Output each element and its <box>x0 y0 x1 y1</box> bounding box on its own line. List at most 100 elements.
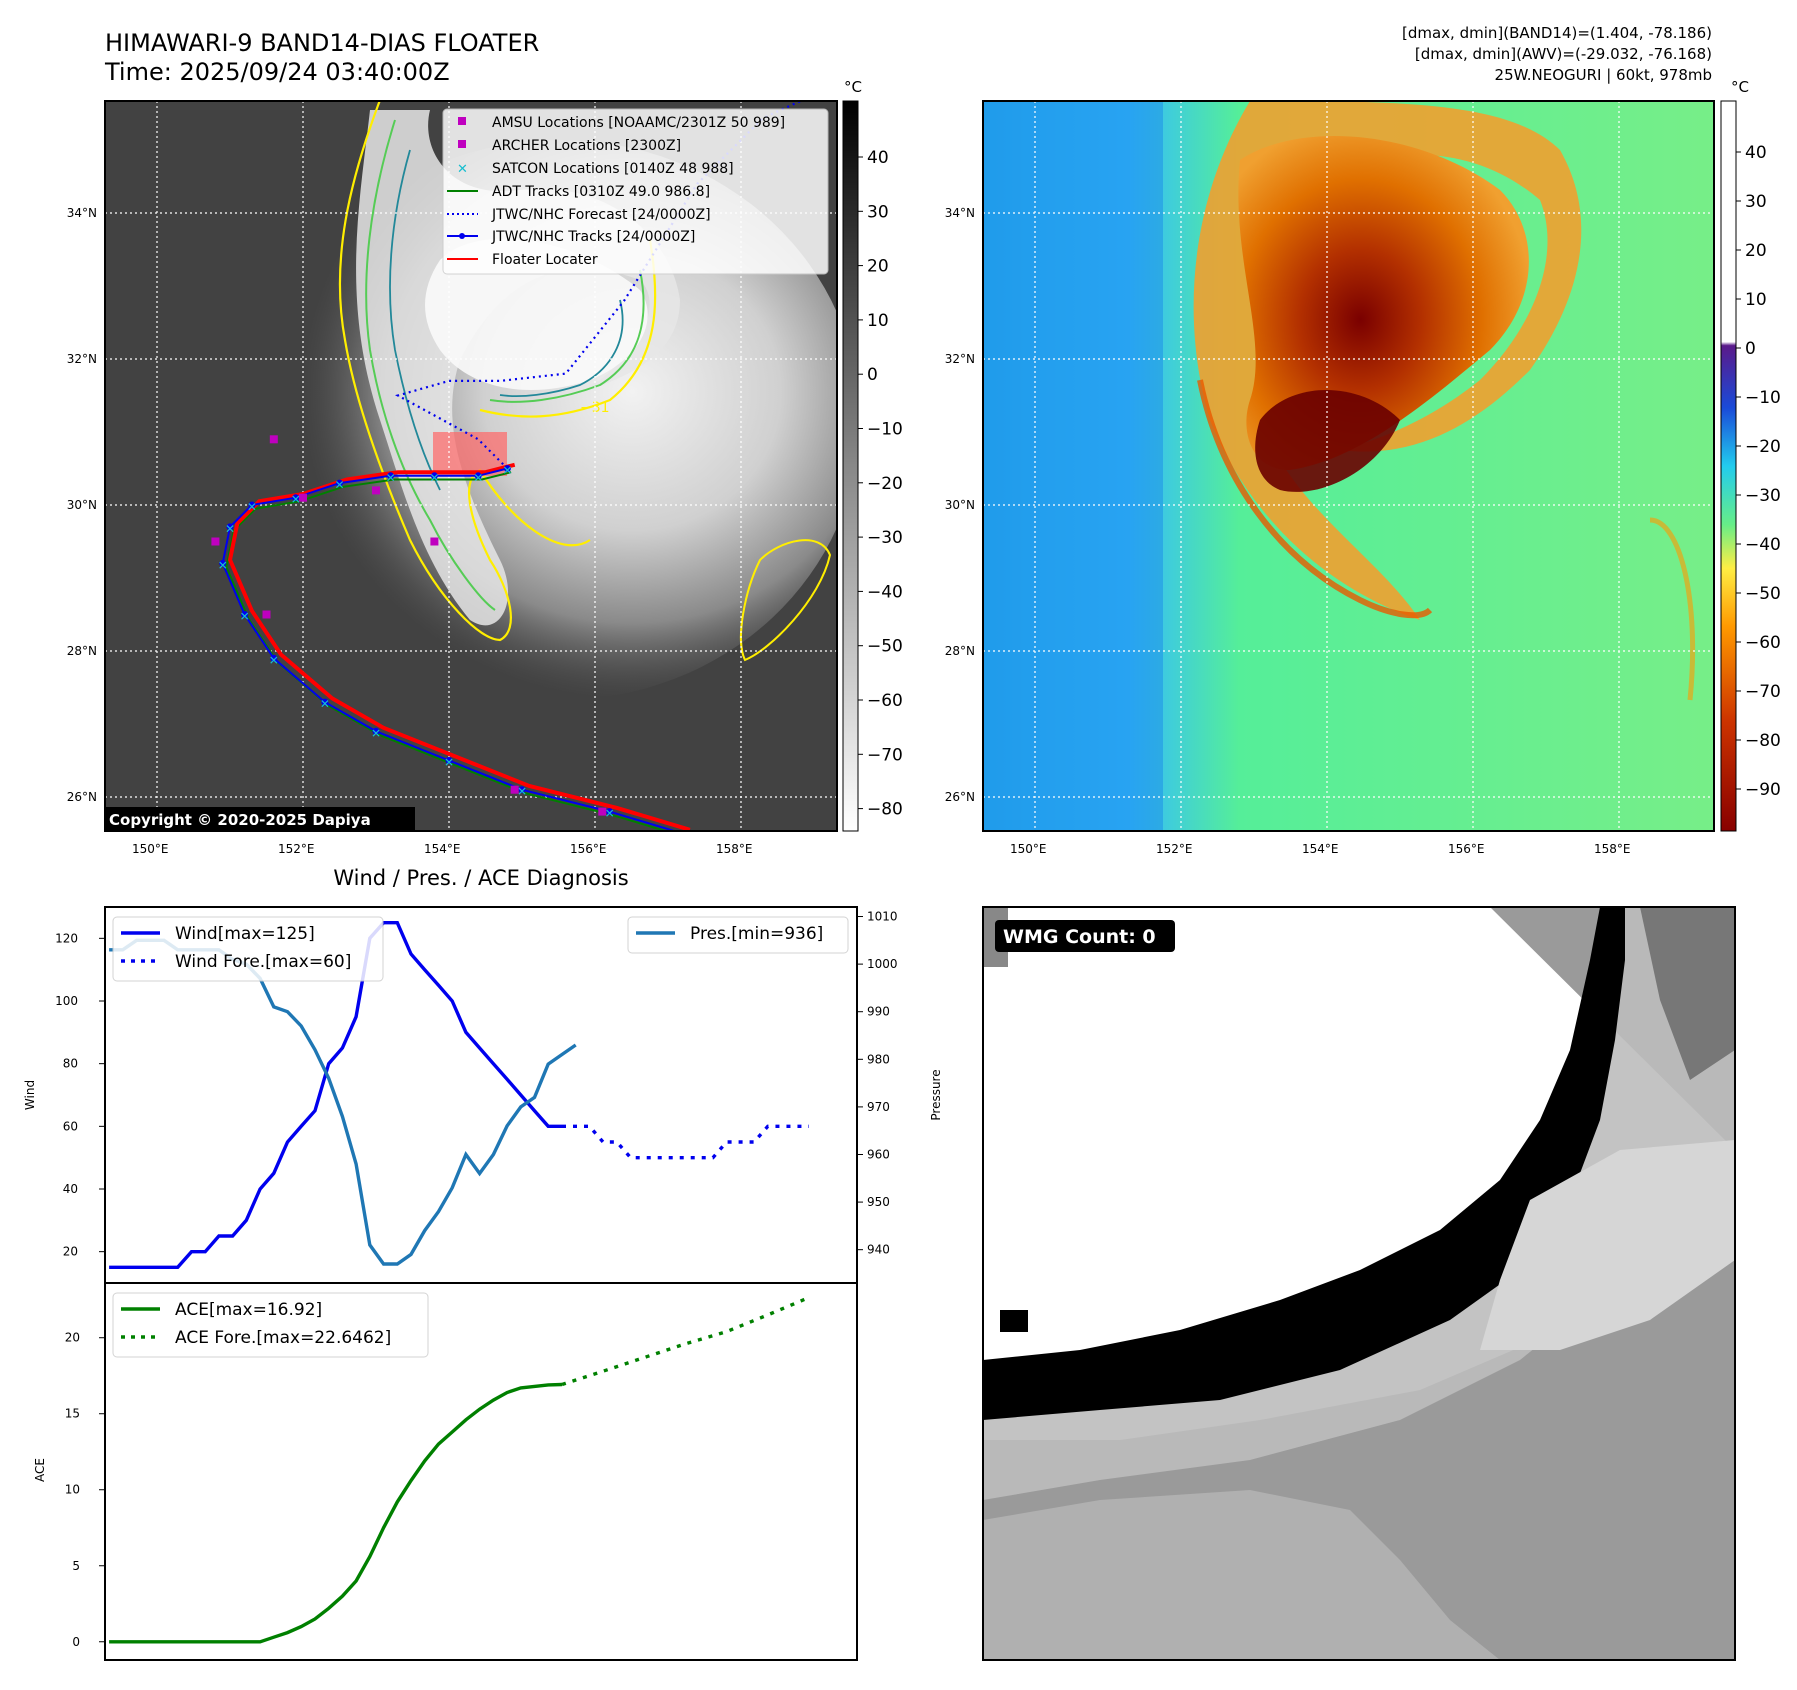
jtwc-track-point <box>430 472 438 480</box>
satcon-point: ✕ <box>678 829 688 843</box>
ir-lon-labels: 150°E 152°E 154°E 156°E 158°E <box>132 842 753 856</box>
jtwc-track-point <box>336 479 343 487</box>
wind-y-tick-label: 20 <box>63 1245 78 1259</box>
legend-tracks: JTWC/NHC Tracks [24/0000Z] <box>491 229 695 245</box>
satcon-point: ✕ <box>429 471 439 485</box>
ace-y-tick-label: 0 <box>72 1635 80 1649</box>
satcon-point: ✕ <box>218 558 228 572</box>
awv-lat-label: 34°N <box>945 206 975 220</box>
satcon-point: ✕ <box>473 471 483 485</box>
amsu-point <box>299 493 307 502</box>
legend-archer-marker <box>458 140 466 148</box>
ir-lon-label: 152°E <box>278 842 315 856</box>
satcon-point: ✕ <box>502 464 512 478</box>
ir-lat-label: 28°N <box>67 644 97 658</box>
amsu-point <box>430 537 439 546</box>
colorbar-tick-label: 30 <box>1745 192 1767 212</box>
storm-info: 25W.NEOGURI | 60kt, 978mb <box>1495 66 1712 84</box>
wind-y-tick-label: 80 <box>63 1057 78 1071</box>
awv-lon-label: 156°E <box>1448 842 1485 856</box>
ace-y-tick-label: 5 <box>72 1559 80 1573</box>
wmg-isolated-pixel <box>1000 1310 1028 1332</box>
jtwc-track-point <box>241 611 249 618</box>
ace-series-line <box>109 1382 563 1644</box>
wmg-black-band <box>983 907 1625 1420</box>
amsu-point <box>598 807 607 816</box>
jtwc-track-point <box>248 501 256 509</box>
jtwc-track-point <box>292 494 300 502</box>
satcon-point: ✕ <box>386 471 396 485</box>
colorbar-tick-label: 20 <box>867 257 889 277</box>
satcon-point: ✕ <box>225 522 235 536</box>
ir-legend: AMSU Locations [NOAAMC/2301Z 50 989] ARC… <box>442 108 829 275</box>
colorbar-tick-label: 0 <box>1745 339 1756 359</box>
pressure-y-ticks: 940 950 960 970 980 990 1000 1010 <box>857 910 898 1257</box>
amsu-point <box>211 537 220 546</box>
legend-satcon-marker: ✕ <box>457 162 468 177</box>
jtwc-track-points <box>219 465 686 831</box>
wind-legend: Wind[max=125] Wind Fore.[max=60] <box>112 916 384 982</box>
legend-ace: ACE[max=16.92] <box>175 1300 322 1320</box>
colorbar-tick-label: −10 <box>867 420 903 440</box>
satcon-point: ✕ <box>269 653 279 667</box>
awv-lon-label: 150°E <box>1010 842 1047 856</box>
ir-map-panel: −31 ✕✕✕✕✕✕✕✕✕✕✕✕✕✕ ✕ ✕✕ Copyright © 2020-2… <box>67 78 903 856</box>
wind-axis-label: Wind <box>23 1080 37 1110</box>
amsu-point <box>372 486 380 495</box>
awv-lat-label: 28°N <box>945 644 975 658</box>
colorbar-tick-label: −10 <box>1745 388 1781 408</box>
colorbar-tick-label: 20 <box>1745 241 1767 261</box>
floater-track <box>227 462 691 831</box>
satcon-point: ✕ <box>517 785 527 799</box>
jtwc-track-point <box>372 727 380 735</box>
ace-axis-label: ACE <box>33 1458 47 1482</box>
ir-lon-label: 158°E <box>716 842 753 856</box>
ir-colorbar-unit: °C <box>844 78 862 96</box>
colorbar-tick-label: 40 <box>867 148 889 168</box>
wmg-frame <box>982 906 1736 1661</box>
jtwc-track-point <box>219 559 227 567</box>
adt-track <box>225 471 670 831</box>
diagnosis-title: Wind / Pres. / ACE Diagnosis <box>333 866 628 890</box>
satcon-point: ✕ <box>335 478 345 492</box>
jtwc-track-point <box>321 698 329 706</box>
pressure-axis-label: Pressure <box>929 1069 943 1120</box>
colorbar-tick-label: −80 <box>867 800 903 820</box>
wind-y-tick-label: 40 <box>63 1182 78 1196</box>
ir-lon-label: 150°E <box>132 842 169 856</box>
awv-gridlines <box>983 101 1714 831</box>
ir-lon-label: 156°E <box>570 842 607 856</box>
awv-lon-label: 154°E <box>1302 842 1339 856</box>
colorbar-tick-label: −70 <box>1745 682 1781 702</box>
colorbar-tick-label: 0 <box>867 365 878 385</box>
satcon-point: ✕ <box>291 493 301 507</box>
contour-green <box>365 119 645 611</box>
wind-y-tick-label: 60 <box>63 1119 78 1133</box>
amsu-point <box>510 785 519 794</box>
colorbar-tick-label: −40 <box>1745 535 1781 555</box>
awv-lon-label: 158°E <box>1594 842 1631 856</box>
wmg-bright-zone <box>1480 1140 1735 1350</box>
colorbar-tick-label: 10 <box>867 311 889 331</box>
colorbar-tick-label: −20 <box>1745 437 1781 457</box>
ace-y-tick-label: 20 <box>65 1331 80 1345</box>
pressure-y-tick-label: 970 <box>867 1100 890 1114</box>
awv-lat-label: 32°N <box>945 352 975 366</box>
ir-lat-labels: 34°N 32°N 30°N 28°N 26°N <box>67 206 97 804</box>
legend-pressure: Pres.[min=936] <box>690 924 823 944</box>
satcon-point: ✕ <box>371 726 381 740</box>
legend-wind: Wind[max=125] <box>175 924 315 944</box>
ir-lon-label: 154°E <box>424 842 461 856</box>
pressure-y-tick-label: 1000 <box>867 957 898 971</box>
awv-lat-label: 26°N <box>945 790 975 804</box>
colorbar-tick-label: −90 <box>1745 780 1781 800</box>
jtwc-track-point <box>226 523 234 531</box>
pressure-legend: Pres.[min=936] <box>627 916 849 954</box>
legend-amsu-marker <box>458 117 466 125</box>
dmax-band14: [dmax, dmin](BAND14)=(1.404, -78.186) <box>1402 24 1712 42</box>
awv-colorbar <box>1720 100 1737 832</box>
legend-wind-forecast: Wind Fore.[max=60] <box>175 952 351 972</box>
pressure-y-tick-label: 990 <box>867 1005 890 1019</box>
jtwc-track-point <box>270 654 278 662</box>
awv-colorbar-ticks: 40 30 20 10 0 −10 −20 −30 −40 −50 −60 −70 −80 −90 <box>1736 143 1781 800</box>
